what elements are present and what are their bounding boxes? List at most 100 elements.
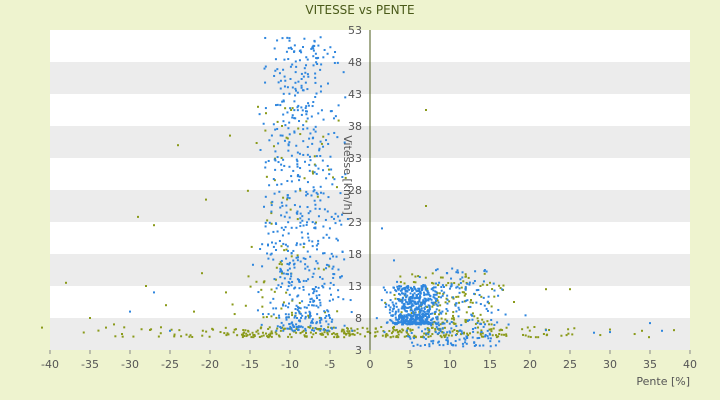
data-point	[295, 326, 298, 329]
data-point	[334, 326, 337, 329]
data-point	[267, 313, 270, 316]
data-point	[344, 173, 347, 176]
data-point	[316, 193, 319, 196]
data-point	[275, 316, 278, 319]
data-point	[468, 283, 471, 286]
data-point	[303, 67, 306, 70]
data-point	[430, 298, 433, 301]
data-point	[438, 309, 441, 312]
data-point	[306, 250, 309, 253]
data-point	[457, 330, 460, 333]
data-point	[287, 221, 290, 224]
data-point	[422, 301, 425, 304]
data-point	[444, 301, 447, 304]
data-point	[321, 284, 324, 287]
data-point	[350, 311, 353, 314]
data-point	[649, 322, 651, 325]
data-point	[315, 327, 318, 330]
data-point	[309, 159, 312, 162]
data-point	[415, 316, 418, 319]
data-point	[495, 334, 498, 337]
data-point	[328, 287, 331, 290]
data-point	[423, 336, 426, 339]
data-point	[479, 313, 482, 316]
data-point	[413, 334, 416, 337]
data-point	[89, 317, 91, 319]
data-point	[402, 304, 405, 307]
data-point	[319, 304, 322, 307]
data-point	[208, 335, 211, 338]
data-point	[447, 282, 450, 285]
data-point	[409, 320, 412, 323]
data-point	[287, 285, 290, 288]
data-point	[288, 322, 291, 325]
data-point	[433, 320, 436, 323]
data-point	[281, 272, 284, 275]
data-point	[324, 218, 327, 221]
data-point	[418, 313, 421, 316]
data-point	[296, 295, 299, 298]
data-point	[305, 120, 308, 123]
data-point	[542, 332, 545, 335]
data-point	[328, 314, 331, 317]
data-point	[420, 287, 423, 290]
data-point	[303, 177, 306, 180]
data-point	[468, 332, 471, 335]
data-point	[482, 344, 485, 347]
data-point	[401, 301, 404, 304]
data-point	[269, 301, 272, 304]
data-point	[304, 335, 307, 338]
data-point	[234, 328, 237, 331]
data-point	[445, 307, 448, 310]
data-point	[113, 323, 115, 326]
data-point	[272, 258, 275, 261]
data-point	[282, 120, 285, 123]
data-point	[286, 327, 289, 330]
data-point	[476, 337, 479, 340]
data-point	[435, 293, 438, 296]
data-point	[436, 322, 439, 325]
data-point	[283, 75, 286, 78]
data-point	[298, 287, 301, 290]
data-point	[270, 241, 273, 244]
data-point	[304, 317, 307, 320]
data-point	[293, 117, 296, 120]
data-point	[432, 339, 435, 342]
data-point	[402, 316, 405, 319]
data-point	[434, 321, 437, 324]
data-point	[322, 252, 325, 255]
data-point	[306, 221, 309, 224]
data-point	[280, 321, 283, 324]
data-point	[290, 328, 293, 331]
data-point	[416, 302, 419, 305]
data-point	[267, 159, 270, 162]
data-point	[279, 325, 282, 328]
data-point	[398, 316, 401, 319]
x-tick-label: -40	[41, 358, 59, 371]
data-point	[295, 226, 298, 229]
data-point	[306, 88, 309, 91]
data-point	[308, 326, 311, 329]
data-point	[295, 244, 298, 247]
data-point	[325, 329, 328, 332]
data-point	[296, 106, 299, 109]
data-point	[250, 336, 253, 339]
data-point	[411, 317, 414, 320]
data-point	[485, 270, 488, 273]
data-point	[330, 215, 333, 218]
data-point	[418, 298, 421, 301]
data-point	[285, 257, 288, 260]
data-point	[298, 319, 301, 322]
data-point	[486, 320, 489, 323]
data-point	[448, 330, 451, 333]
data-point	[205, 198, 207, 201]
data-point	[446, 298, 449, 301]
data-point	[287, 58, 290, 61]
data-point	[421, 318, 424, 321]
data-point	[424, 288, 427, 291]
data-point	[309, 331, 312, 334]
data-point	[293, 109, 296, 112]
data-point	[301, 219, 304, 222]
data-point	[319, 301, 322, 304]
data-point	[298, 175, 301, 178]
